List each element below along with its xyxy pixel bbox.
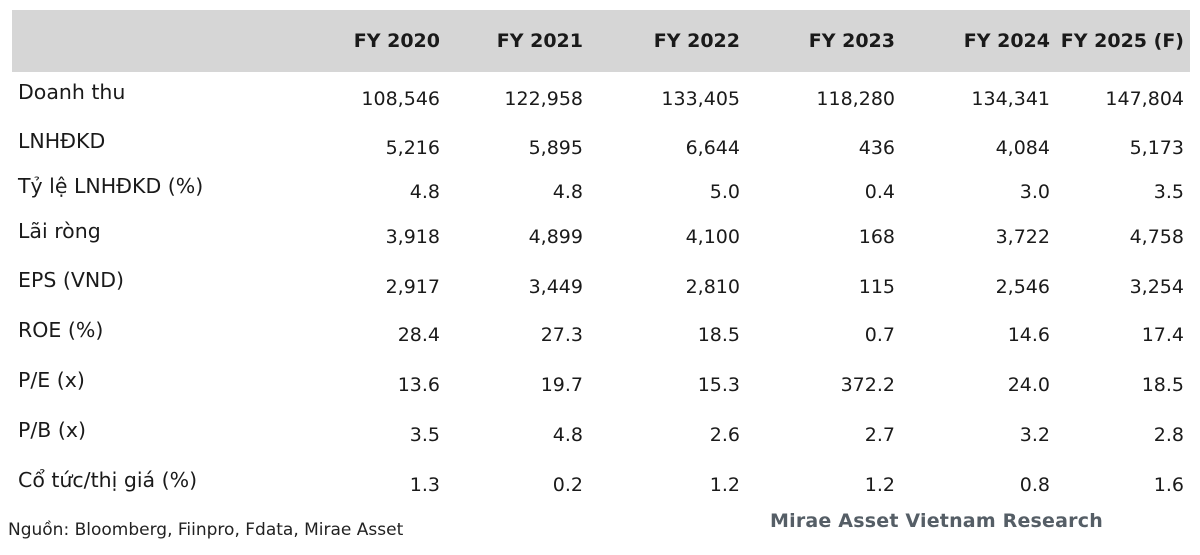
table-cell: 5,895: [528, 137, 583, 159]
source-note: Nguồn: Bloomberg, Fiinpro, Fdata, Mirae …: [8, 520, 404, 540]
table-cell: 115: [858, 276, 895, 298]
column-header-fy2025f: FY 2025 (F): [1060, 30, 1184, 52]
table-cell: 0.7: [864, 324, 895, 346]
table-cell: 133,405: [661, 88, 740, 110]
table-cell: 2.7: [864, 424, 895, 446]
row-label: Lãi ròng: [18, 219, 101, 243]
table-cell: 3,254: [1129, 276, 1184, 298]
table-cell: 2,810: [685, 276, 740, 298]
table-cell: 4,758: [1129, 226, 1184, 248]
table-cell: 0.2: [552, 474, 583, 496]
table-cell: 1.2: [709, 474, 740, 496]
table-cell: 2.8: [1153, 424, 1184, 446]
table-cell: 13.6: [397, 374, 440, 396]
table-cell: 4.8: [409, 181, 440, 203]
row-label: P/B (x): [18, 418, 86, 442]
table-cell: 0.8: [1019, 474, 1050, 496]
table-cell: 134,341: [971, 88, 1050, 110]
table-cell: 1.2: [864, 474, 895, 496]
table-cell: 5,173: [1129, 137, 1184, 159]
table-cell: 147,804: [1105, 88, 1184, 110]
table-cell: 15.3: [697, 374, 740, 396]
table-cell: 4,100: [685, 226, 740, 248]
table-cell: 3.2: [1019, 424, 1050, 446]
table-cell: 1.6: [1153, 474, 1184, 496]
row-label: ROE (%): [18, 318, 104, 342]
table-cell: 3,722: [995, 226, 1050, 248]
row-label: Cổ tức/thị giá (%): [18, 468, 198, 492]
row-label: Doanh thu: [18, 80, 126, 104]
row-label: P/E (x): [18, 368, 85, 392]
table-cell: 17.4: [1141, 324, 1184, 346]
table-cell: 18.5: [1141, 374, 1184, 396]
table-cell: 3.5: [1153, 181, 1184, 203]
table-cell: 28.4: [397, 324, 440, 346]
column-header-fy2021: FY 2021: [496, 30, 583, 52]
table-cell: 14.6: [1007, 324, 1050, 346]
table-cell: 5,216: [385, 137, 440, 159]
row-label: LNHĐKD: [18, 129, 106, 153]
table-cell: 6,644: [685, 137, 740, 159]
table-cell: 4,899: [528, 226, 583, 248]
table-cell: 4.8: [552, 181, 583, 203]
table-cell: 3.0: [1019, 181, 1050, 203]
table-cell: 108,546: [361, 88, 440, 110]
table-cell: 24.0: [1007, 374, 1050, 396]
table-cell: 4,084: [995, 137, 1050, 159]
table-header-band: [12, 10, 1190, 72]
table-cell: 122,958: [504, 88, 583, 110]
table-cell: 3,918: [385, 226, 440, 248]
brand-label: Mirae Asset Vietnam Research: [770, 510, 1103, 532]
table-cell: 436: [858, 137, 895, 159]
table-cell: 2,546: [995, 276, 1050, 298]
table-cell: 19.7: [540, 374, 583, 396]
table-cell: 2,917: [385, 276, 440, 298]
column-header-fy2024: FY 2024: [963, 30, 1050, 52]
table-cell: 372.2: [840, 374, 895, 396]
column-header-fy2023: FY 2023: [808, 30, 895, 52]
table-cell: 4.8: [552, 424, 583, 446]
table-cell: 3.5: [409, 424, 440, 446]
table-cell: 18.5: [697, 324, 740, 346]
table-cell: 168: [858, 226, 895, 248]
table-cell: 118,280: [816, 88, 895, 110]
table-cell: 2.6: [709, 424, 740, 446]
row-label: EPS (VND): [18, 268, 124, 292]
row-label: Tỷ lệ LNHĐKD (%): [18, 174, 204, 198]
table-cell: 0.4: [864, 181, 895, 203]
column-header-fy2022: FY 2022: [653, 30, 740, 52]
column-header-fy2020: FY 2020: [353, 30, 440, 52]
table-cell: 27.3: [540, 324, 583, 346]
table-cell: 3,449: [528, 276, 583, 298]
table-cell: 5.0: [709, 181, 740, 203]
table-cell: 1.3: [409, 474, 440, 496]
